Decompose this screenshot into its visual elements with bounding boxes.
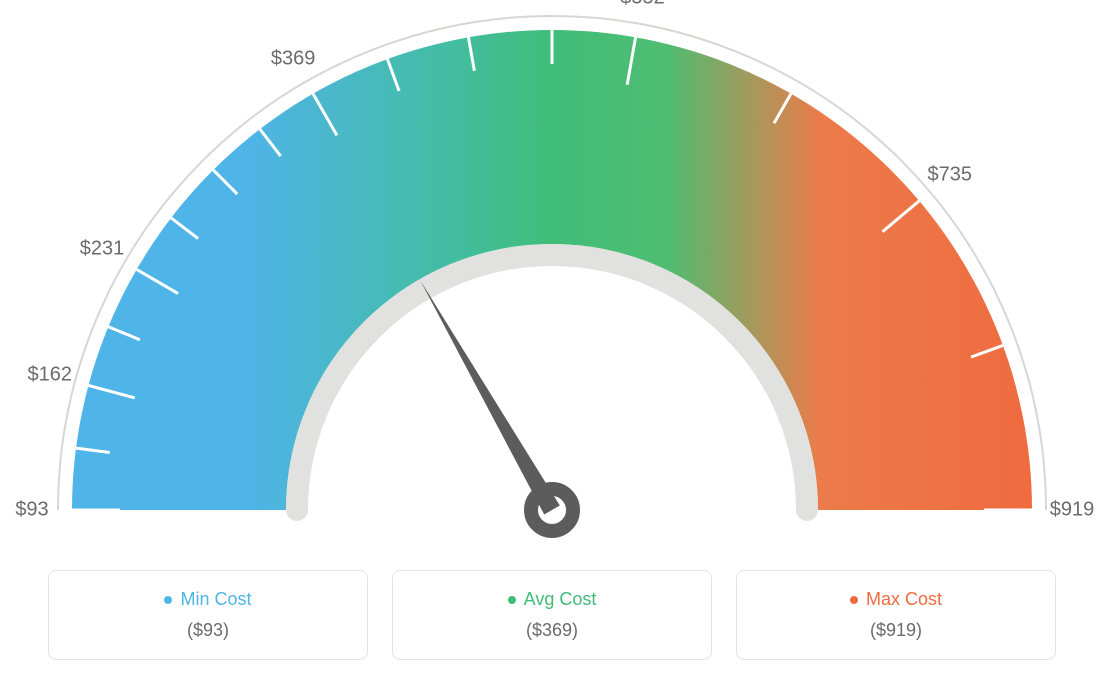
gauge-tick-label: $231 [80, 238, 125, 261]
legend-title-row: Max Cost [749, 589, 1043, 610]
legend-card-max: Max Cost ($919) [736, 570, 1056, 660]
legend-title: Max Cost [866, 589, 942, 610]
gauge-svg [0, 0, 1104, 560]
legend-title-row: Min Cost [61, 589, 355, 610]
legend-card-min: Min Cost ($93) [48, 570, 368, 660]
gauge-tick-label: $93 [15, 499, 48, 522]
gauge-tick-label: $369 [271, 48, 316, 71]
legend-row: Min Cost ($93) Avg Cost ($369) Max Cost … [0, 570, 1104, 660]
legend-title-row: Avg Cost [405, 589, 699, 610]
legend-card-avg: Avg Cost ($369) [392, 570, 712, 660]
gauge-tick-label: $735 [928, 164, 973, 187]
gauge-tick-label: $919 [1050, 499, 1095, 522]
legend-title: Avg Cost [524, 589, 597, 610]
legend-dot-icon [850, 596, 858, 604]
gauge-tick-label: $552 [620, 0, 665, 9]
legend-dot-icon [164, 596, 172, 604]
legend-dot-icon [508, 596, 516, 604]
gauge-chart: $93 $162 $231 $369 $552 $735 $919 [0, 0, 1104, 560]
legend-title: Min Cost [180, 589, 251, 610]
legend-value: ($919) [749, 620, 1043, 641]
legend-value: ($93) [61, 620, 355, 641]
gauge-tick-label: $162 [28, 364, 73, 387]
legend-value: ($369) [405, 620, 699, 641]
